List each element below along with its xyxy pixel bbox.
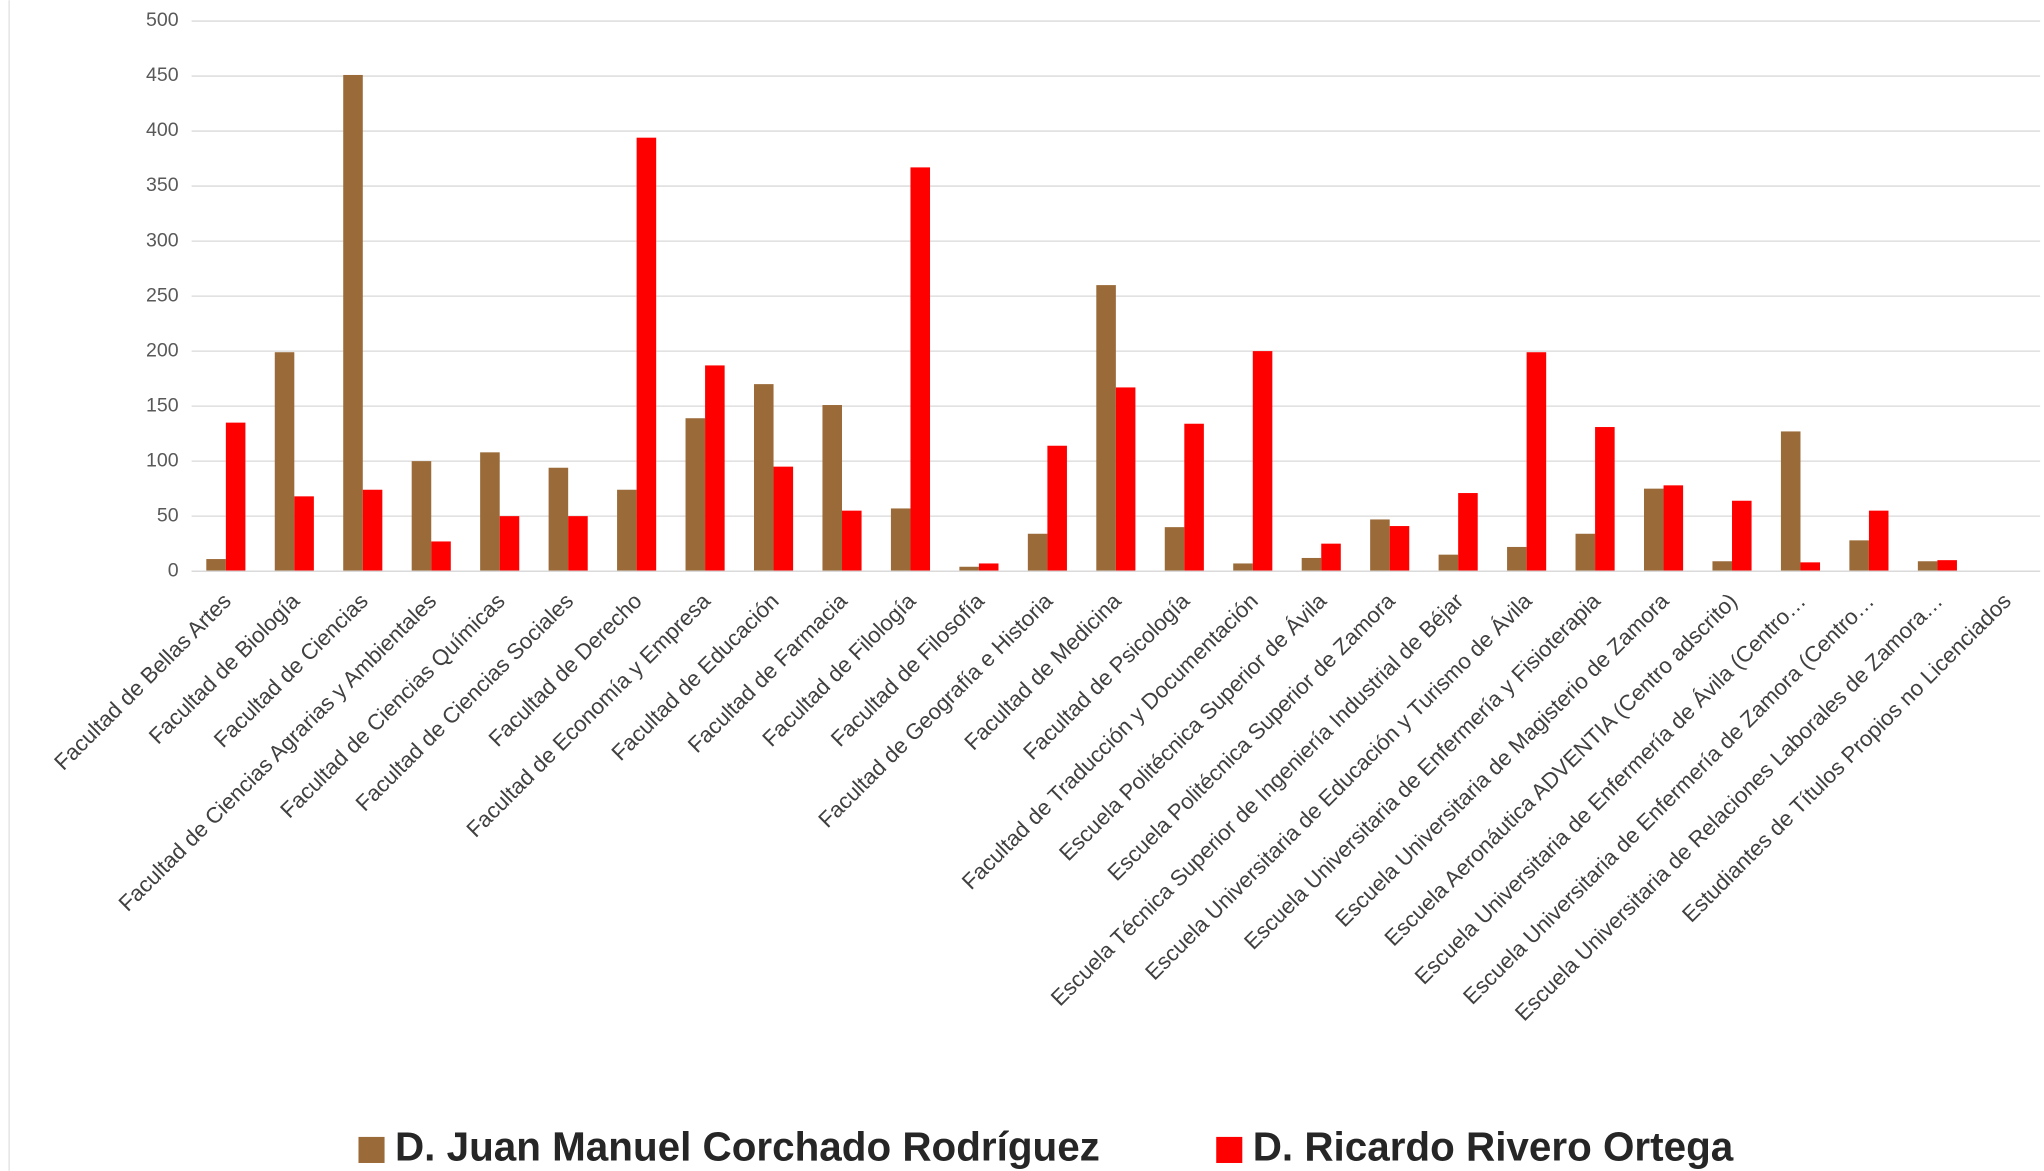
legend-label: D. Juan Manuel Corchado Rodríguez xyxy=(395,1124,1100,1170)
bar xyxy=(910,167,931,572)
x-tick-label: Estudiantes de Títulos Propios no Licenc… xyxy=(1677,588,2016,927)
bar xyxy=(1047,445,1067,572)
bar xyxy=(274,352,295,572)
bar xyxy=(636,137,657,572)
bar xyxy=(294,496,314,572)
bar xyxy=(685,418,706,572)
bar xyxy=(1164,527,1185,572)
bar xyxy=(822,405,843,572)
y-tick-label: 400 xyxy=(146,119,179,141)
y-tick-label: 200 xyxy=(146,339,179,361)
bar xyxy=(1321,543,1341,572)
bar xyxy=(1389,526,1410,572)
y-tick-label: 250 xyxy=(146,284,179,306)
bar xyxy=(753,384,774,572)
y-tick-label: 50 xyxy=(157,504,179,526)
bar xyxy=(568,516,588,572)
bar xyxy=(1732,500,1752,572)
bar xyxy=(1849,540,1869,572)
bar xyxy=(1184,423,1204,572)
bar xyxy=(1458,493,1478,572)
bar xyxy=(362,489,383,572)
bar xyxy=(890,508,911,572)
bar xyxy=(1507,546,1527,572)
y-tick-label: 500 xyxy=(146,9,179,31)
bar xyxy=(225,422,246,572)
bar xyxy=(1663,485,1684,572)
bar xyxy=(1252,351,1273,572)
bar xyxy=(1595,427,1615,572)
bar xyxy=(1027,533,1048,572)
bar xyxy=(1917,561,1938,572)
bar xyxy=(773,466,794,572)
bar xyxy=(480,452,500,572)
bar xyxy=(411,461,432,572)
bar xyxy=(1233,563,1253,572)
y-tick-label: 150 xyxy=(146,394,179,416)
bar xyxy=(1800,562,1821,572)
bar xyxy=(617,489,637,572)
y-tick-label: 450 xyxy=(146,64,179,86)
bar xyxy=(499,516,520,572)
bar xyxy=(1301,557,1322,572)
y-tick-label: 100 xyxy=(146,449,179,471)
legend-swatch xyxy=(358,1136,385,1163)
bar xyxy=(1780,431,1801,572)
bar xyxy=(1575,533,1596,572)
bar xyxy=(705,365,725,572)
bar xyxy=(959,566,979,572)
bar xyxy=(1868,510,1889,572)
legend-label: D. Ricardo Rivero Ortega xyxy=(1253,1124,1734,1170)
y-tick-label: 350 xyxy=(146,174,179,196)
bar xyxy=(1438,554,1459,572)
bar xyxy=(842,510,862,572)
bar xyxy=(1115,387,1136,572)
bar xyxy=(1526,352,1547,572)
legend-swatch xyxy=(1216,1136,1243,1163)
y-tick-label: 0 xyxy=(168,559,179,581)
bar xyxy=(1643,488,1664,572)
bar xyxy=(548,467,569,572)
x-tick-label: Facultad de Economía y Empresa xyxy=(461,588,715,842)
bar xyxy=(1937,560,1957,572)
bar xyxy=(1712,561,1733,572)
bar xyxy=(978,563,999,572)
bar xyxy=(343,74,363,572)
bar xyxy=(1096,285,1116,572)
y-tick-label: 300 xyxy=(146,229,179,251)
x-tick-label: Facultad de Ciencias Agrarias y Ambienta… xyxy=(114,588,442,916)
bar xyxy=(206,559,226,572)
bar xyxy=(431,541,451,572)
bar xyxy=(1370,519,1390,572)
